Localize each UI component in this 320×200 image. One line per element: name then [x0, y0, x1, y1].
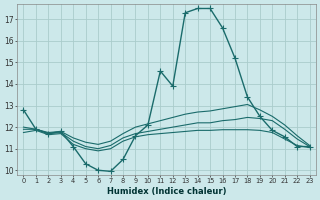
X-axis label: Humidex (Indice chaleur): Humidex (Indice chaleur) [107, 187, 226, 196]
